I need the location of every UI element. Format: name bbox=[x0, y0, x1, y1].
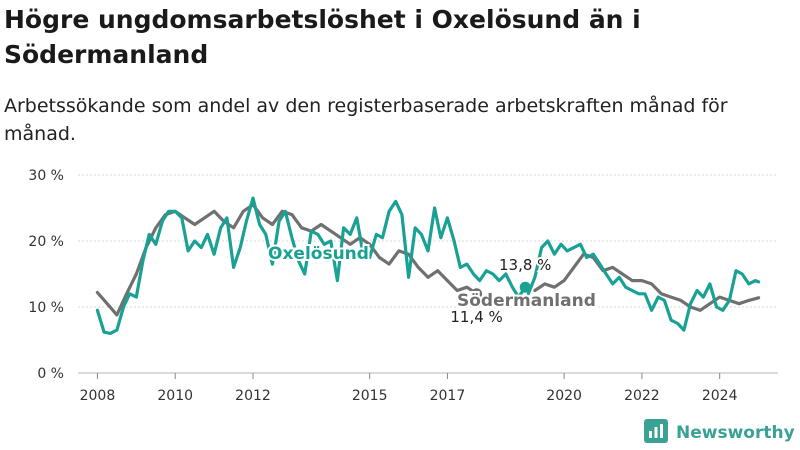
x-tick-label: 2020 bbox=[546, 388, 582, 404]
chart-subtitle: Arbetssökande som andel av den registerb… bbox=[4, 95, 728, 145]
brand-logo[interactable]: Newsworthy bbox=[644, 419, 795, 447]
x-tick-label: 2024 bbox=[702, 388, 738, 404]
x-tick-label: 2022 bbox=[624, 388, 660, 404]
brand-name: Newsworthy bbox=[676, 423, 795, 443]
x-tick-label: 2008 bbox=[80, 388, 116, 404]
y-tick-label: 10 % bbox=[28, 300, 64, 316]
end-value-label: 13,8 % bbox=[499, 256, 551, 274]
series-line-oxelsund bbox=[526, 239, 761, 332]
end-point bbox=[519, 281, 531, 293]
series-label: Oxelösund bbox=[268, 244, 369, 264]
series-label: Södermanland bbox=[457, 291, 596, 311]
y-tick-label: 30 % bbox=[28, 168, 64, 184]
y-tick-label: 0 % bbox=[37, 366, 64, 382]
chart-title: Högre ungdomsarbetslöshet i Oxelösund än… bbox=[4, 5, 641, 69]
y-tick-label: 20 % bbox=[28, 234, 64, 250]
series-line-oxelsund bbox=[95, 196, 527, 335]
x-tick-label: 2015 bbox=[352, 388, 388, 404]
x-tick-label: 2010 bbox=[157, 388, 193, 404]
series-line-sdermanland bbox=[533, 252, 761, 312]
x-tick-label: 2012 bbox=[235, 388, 271, 404]
x-tick-label: 2017 bbox=[430, 388, 466, 404]
end-point bbox=[471, 288, 483, 300]
bar-chart-logo-icon bbox=[644, 419, 668, 447]
end-value-label: 11,4 % bbox=[450, 308, 502, 326]
